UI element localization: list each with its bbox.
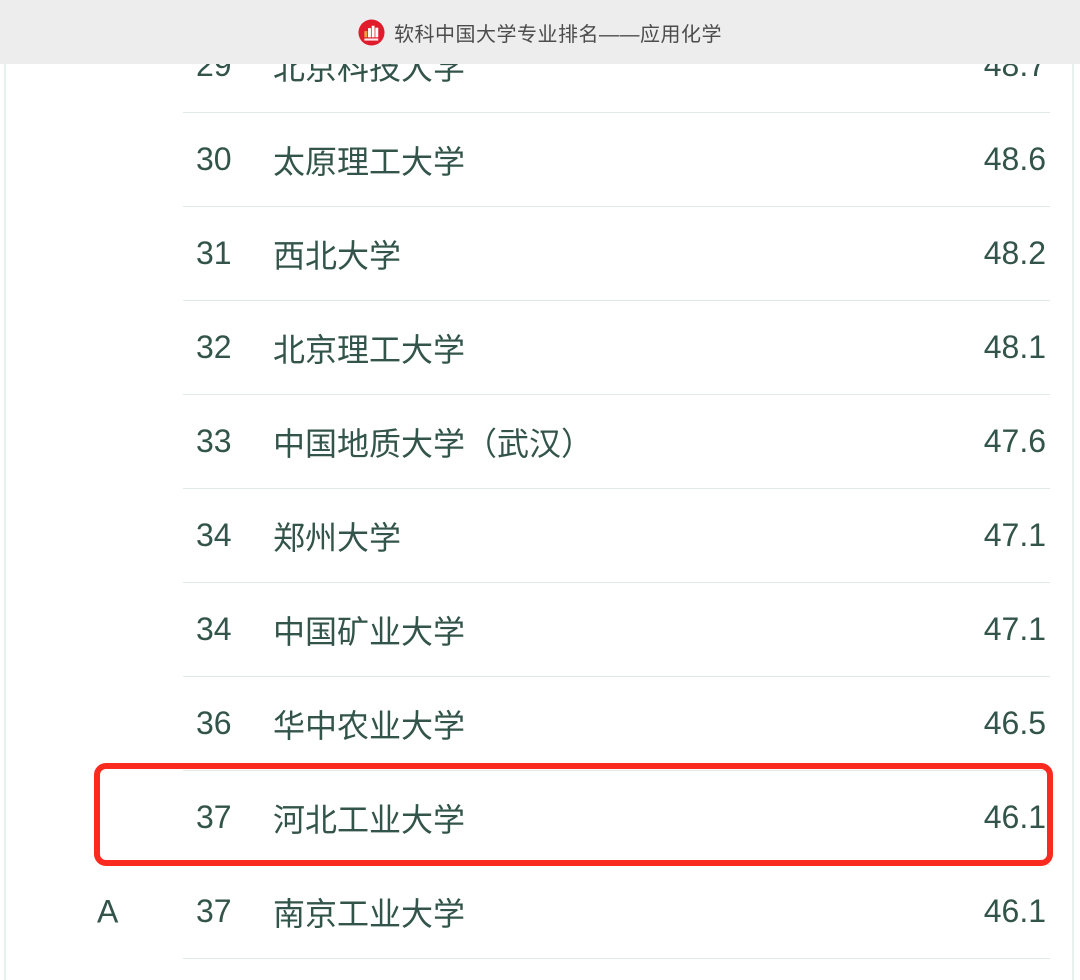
ranking-row: 34 中国矿业大学 47.1 — [183, 583, 1050, 677]
score-cell: 46.1 — [983, 893, 1046, 929]
ranking-row: 32 北京理工大学 48.1 — [183, 301, 1050, 395]
ranking-row: 34 郑州大学 47.1 — [183, 489, 1050, 583]
score-cell: 46.5 — [983, 705, 1046, 741]
rank-cell: 32 — [196, 329, 232, 365]
university-name-cell: 北京理工大学 — [273, 331, 466, 368]
score-cell: 46.1 — [983, 799, 1046, 835]
rank-cell: 34 — [196, 611, 232, 647]
score-cell: 48.1 — [983, 329, 1046, 365]
rank-cell: 37 — [196, 893, 232, 929]
university-name-cell: 中国地质大学（武汉） — [273, 425, 594, 462]
ranking-list[interactable]: 29 北京科技大学 48.7 30 太原理工大学 48.6 31 西北大学 48… — [97, 19, 1050, 959]
score-cell: 47.1 — [983, 611, 1046, 647]
page-title: 软科中国大学专业排名——应用化学 — [394, 23, 722, 46]
ranking-row: 31 西北大学 48.2 — [183, 207, 1050, 301]
rank-cell: 30 — [196, 141, 232, 177]
university-name-cell: 太原理工大学 — [273, 143, 466, 180]
ranking-row: 36 华中农业大学 46.5 — [183, 677, 1050, 771]
page-left-border-line — [4, 64, 6, 980]
shangharanking-logo-icon — [358, 18, 385, 46]
rank-cell: 31 — [196, 235, 232, 271]
university-name-cell: 南京工业大学 — [273, 895, 466, 932]
rank-cell: 34 — [196, 517, 232, 553]
score-cell: 48.6 — [983, 141, 1046, 177]
article-header-bar: 软科中国大学专业排名——应用化学 — [0, 0, 1080, 64]
grade-label: A — [97, 893, 119, 929]
ranking-row: 30 太原理工大学 48.6 — [183, 113, 1050, 207]
score-cell: 47.6 — [983, 423, 1046, 459]
score-cell: 48.2 — [983, 235, 1046, 271]
rank-cell: 33 — [196, 423, 232, 459]
university-name-cell: 华中农业大学 — [273, 707, 466, 744]
university-name-cell: 西北大学 — [273, 237, 402, 274]
rank-cell: 37 — [196, 799, 232, 835]
ranking-row: 33 中国地质大学（武汉） 47.6 — [183, 395, 1050, 489]
score-cell: 47.1 — [983, 517, 1046, 553]
ranking-row-highlighted: 37 河北工业大学 46.1 — [183, 771, 1050, 865]
rank-cell: 36 — [196, 705, 232, 741]
ranking-row: 37 南京工业大学 46.1 A — [97, 865, 1050, 959]
university-name-cell: 中国矿业大学 — [273, 613, 466, 650]
university-name-cell: 河北工业大学 — [273, 801, 466, 838]
page-right-border-line — [1072, 64, 1074, 980]
university-name-cell: 郑州大学 — [273, 519, 402, 556]
